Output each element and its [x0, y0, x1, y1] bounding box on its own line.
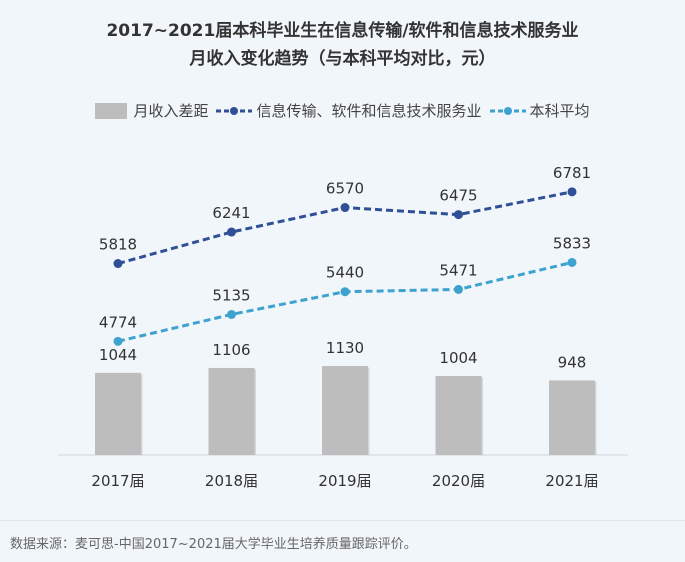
- bar-label: 1130: [326, 339, 364, 357]
- legend-label-average: 本科平均: [529, 102, 590, 120]
- industry-point: [567, 187, 577, 197]
- industry-label: 6475: [439, 187, 477, 205]
- bar-label: 1004: [439, 349, 477, 367]
- industry-label: 5818: [99, 236, 137, 254]
- x-tick-label: 2020届: [432, 472, 485, 490]
- bar-2020届: [435, 375, 482, 455]
- x-tick-label: 2019届: [318, 472, 371, 490]
- bar-label: 1106: [212, 341, 250, 359]
- legend-label-industry: 信息传输、软件和信息技术服务业: [256, 102, 482, 120]
- industry-label: 6781: [553, 164, 591, 182]
- legend-industry-line: [216, 106, 253, 115]
- bar-2017届: [95, 372, 141, 455]
- bar-2021届: [549, 380, 595, 455]
- average-point: [340, 287, 350, 297]
- average-point: [113, 336, 123, 346]
- industry-label: 6570: [326, 180, 364, 198]
- industry-point: [113, 259, 123, 269]
- average-label: 5471: [439, 261, 477, 279]
- bar-label: 1044: [99, 346, 137, 364]
- legend-average-line: [489, 106, 526, 115]
- legend: 月收入差距 信息传输、软件和信息技术服务业 本科平均: [0, 100, 685, 121]
- legend-label-gap: 月收入差距: [133, 102, 209, 120]
- bar-2018届: [208, 367, 255, 455]
- legend-bar-swatch: [95, 102, 128, 119]
- industry-point: [227, 227, 236, 237]
- average-label: 5440: [326, 264, 364, 282]
- chart-title-line2: 月收入变化趋势（与本科平均对比，元）: [189, 49, 496, 69]
- x-tick-label: 2021届: [545, 472, 598, 490]
- bar-2019届: [322, 366, 368, 455]
- average-label: 4774: [99, 313, 137, 331]
- bar-label: 948: [558, 353, 587, 371]
- legend-item-gap: 月收入差距: [95, 100, 208, 121]
- x-tick-label: 2018届: [205, 472, 258, 490]
- source-note: 数据来源：麦可思-中国2017~2021届大学毕业生培养质量跟踪评价。: [10, 537, 417, 552]
- divider: [0, 520, 685, 521]
- average-label: 5135: [212, 286, 250, 304]
- industry-point: [454, 210, 463, 220]
- chart-plot: 1044 2017届 1106 2018届 1130 2019届 1004 2020届 948 2…: [58, 164, 628, 490]
- legend-item-industry: 信息传输、软件和信息技术服务业: [216, 100, 482, 121]
- average-label: 5833: [553, 234, 591, 252]
- chart-title-line1: 2017~2021届本科毕业生在信息传输/软件和信息技术服务业: [106, 21, 579, 41]
- industry-label: 6241: [212, 204, 250, 222]
- x-tick-label: 2017届: [91, 472, 144, 490]
- legend-item-average: 本科平均: [489, 100, 590, 121]
- average-point: [567, 257, 577, 267]
- industry-line: [117, 190, 573, 266]
- industry-point: [340, 203, 350, 213]
- average-point: [227, 309, 236, 319]
- average-point: [454, 284, 463, 294]
